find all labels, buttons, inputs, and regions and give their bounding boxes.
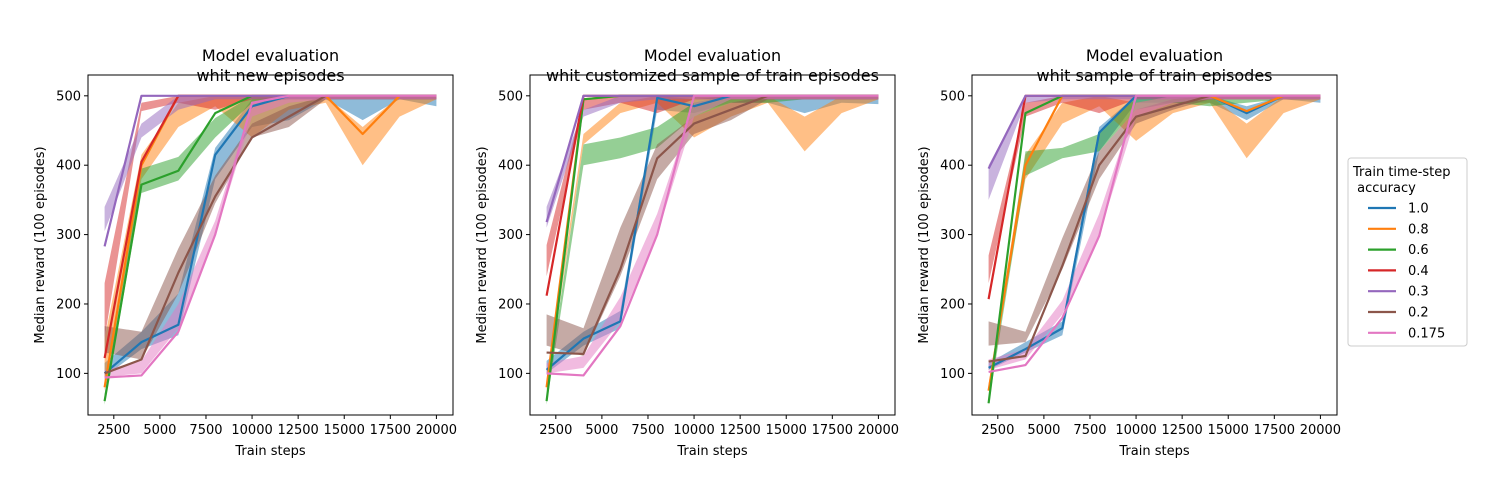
- y-tick-label: 200: [498, 297, 523, 312]
- chart-title-line-1: Model evaluation: [1086, 46, 1223, 65]
- x-tick-label: 12500: [277, 423, 318, 438]
- legend-entry-0.3: 0.3: [1368, 285, 1429, 300]
- legend-label: 0.2: [1408, 306, 1429, 321]
- legend-label: 0.175: [1408, 326, 1445, 341]
- x-tick-label: 12500: [1161, 423, 1202, 438]
- x-axis-label: Train steps: [676, 444, 747, 459]
- series-band-0.2: [104, 95, 437, 360]
- series-line-0.6: [545, 94, 879, 402]
- series-band-0.2: [988, 95, 1321, 346]
- x-tick-label: 15000: [766, 423, 807, 438]
- plot-frame: [971, 74, 1338, 416]
- y-tick-label: 400: [56, 159, 81, 174]
- legend-label: 0.8: [1408, 222, 1429, 237]
- legend-entry-0.6: 0.6: [1368, 243, 1429, 258]
- legend-label: 0.3: [1408, 285, 1429, 300]
- x-tick-label: 7500: [189, 423, 222, 438]
- x-tick-label: 17500: [370, 423, 411, 438]
- x-tick-label: 17500: [1254, 423, 1295, 438]
- plot-frame: [87, 74, 454, 416]
- y-tick-label: 100: [56, 367, 81, 382]
- x-tick-label: 7500: [631, 423, 664, 438]
- series-line-0.8: [987, 94, 1321, 391]
- legend-entry-0.4: 0.4: [1368, 264, 1429, 279]
- legend-entry-0.8: 0.8: [1368, 222, 1429, 237]
- y-tick-label: 400: [498, 159, 523, 174]
- x-tick-label: 20000: [1300, 423, 1341, 438]
- x-tick-label: 2500: [981, 423, 1014, 438]
- series-band-0.2: [546, 95, 879, 357]
- x-axis-label: Train steps: [1118, 444, 1189, 459]
- legend-entry-0.2: 0.2: [1368, 306, 1429, 321]
- series-band-0.3: [988, 95, 1321, 200]
- x-tick-label: 15000: [324, 423, 365, 438]
- y-tick-label: 200: [940, 297, 965, 312]
- y-tick-label: 500: [940, 89, 965, 104]
- y-tick-label: 300: [56, 228, 81, 243]
- legend-title-line2: accuracy: [1353, 181, 1416, 196]
- plot-frame: [529, 74, 896, 416]
- x-axis-label: Train steps: [234, 444, 305, 459]
- series-line-0.175: [104, 94, 437, 379]
- series-line-0.175: [546, 94, 879, 377]
- legend-entry-1.0: 1.0: [1368, 202, 1429, 217]
- y-tick-label: 100: [940, 367, 965, 382]
- chart-title-line-1: Model evaluation: [644, 46, 781, 65]
- x-tick-label: 2500: [539, 423, 572, 438]
- y-tick-label: 100: [498, 367, 523, 382]
- x-tick-label: 20000: [416, 423, 457, 438]
- y-axis-label: Median reward (100 episodes): [475, 146, 490, 343]
- x-tick-label: 5000: [585, 423, 618, 438]
- x-tick-label: 20000: [858, 423, 899, 438]
- x-tick-label: 15000: [1208, 423, 1249, 438]
- y-tick-label: 500: [498, 89, 523, 104]
- legend: Train time-step accuracy 1.0 0.8 0.6 0.4 0.3…: [1347, 157, 1468, 347]
- x-tick-label: 17500: [812, 423, 853, 438]
- y-axis-label: Median reward (100 episodes): [917, 146, 932, 343]
- y-axis-label: Median reward (100 episodes): [33, 146, 48, 343]
- legend-label: 1.0: [1408, 202, 1429, 217]
- y-tick-label: 500: [56, 89, 81, 104]
- chart-title-line-1: Model evaluation: [202, 46, 339, 65]
- x-tick-label: 7500: [1073, 423, 1106, 438]
- x-tick-label: 5000: [143, 423, 176, 438]
- series-line-0.175: [988, 94, 1321, 374]
- series-line-0.2: [988, 94, 1321, 363]
- y-tick-label: 200: [56, 297, 81, 312]
- x-tick-label: 2500: [97, 423, 130, 438]
- legend-frame: [1347, 157, 1468, 347]
- x-tick-label: 5000: [1027, 423, 1060, 438]
- legend-entry-0.175: 0.175: [1368, 326, 1445, 341]
- y-tick-label: 300: [498, 228, 523, 243]
- x-tick-label: 10000: [1115, 423, 1156, 438]
- y-tick-label: 300: [940, 228, 965, 243]
- legend-title-line1: Train time-step: [1352, 165, 1451, 180]
- legend-label: 0.6: [1408, 243, 1429, 258]
- y-tick-label: 400: [940, 159, 965, 174]
- legend-label: 0.4: [1408, 264, 1429, 279]
- x-tick-label: 10000: [673, 423, 714, 438]
- x-tick-label: 10000: [231, 423, 272, 438]
- x-tick-label: 12500: [719, 423, 760, 438]
